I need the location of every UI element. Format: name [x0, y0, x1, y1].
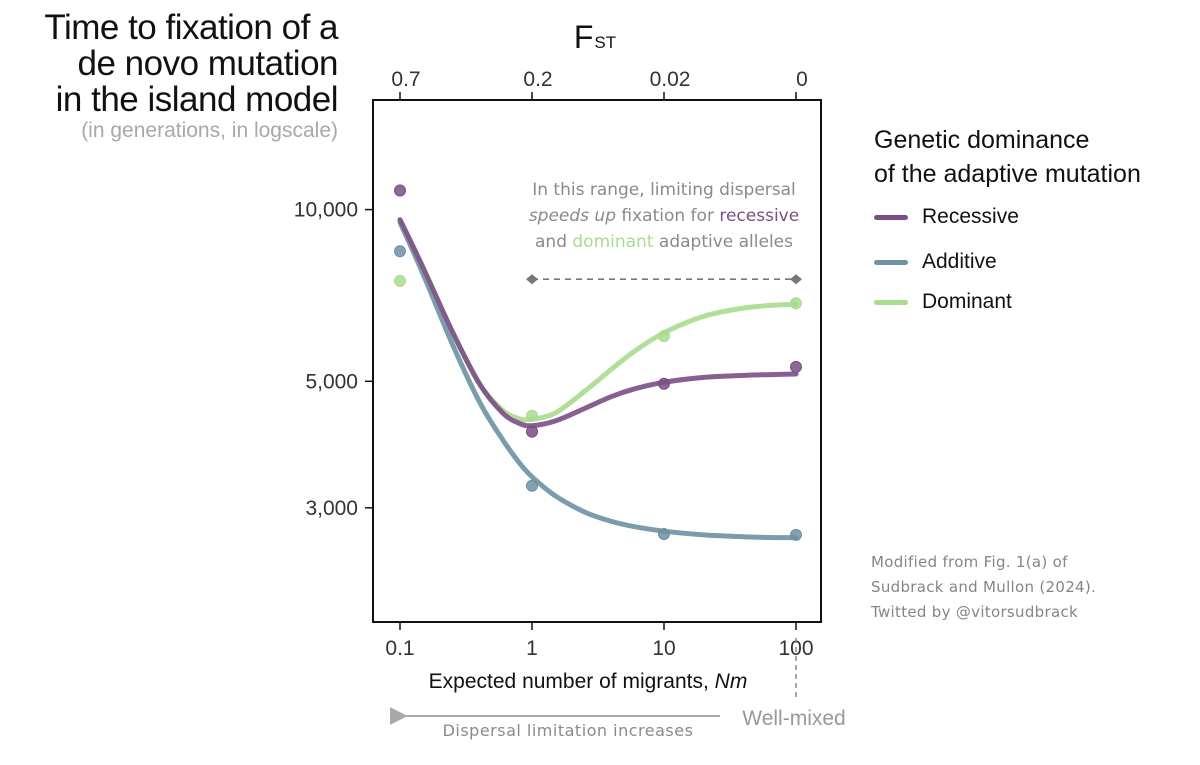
chart-title-line-2: de novo mutation [77, 44, 338, 83]
series-point-dominant-0 [394, 274, 406, 287]
series-point-additive-1 [526, 479, 538, 492]
top-tick-label-1: 0.2 [523, 68, 552, 91]
range-marker-diamond-0 [526, 274, 538, 285]
legend-label-additive: Additive [922, 250, 997, 273]
legend-item-dominant: Dominant [874, 289, 1012, 315]
series-point-recessive-3 [790, 360, 802, 373]
series-point-additive-0 [394, 245, 406, 258]
legend-swatch-dominant [874, 299, 908, 305]
annotation-line-1: In this range, limiting dispersal [532, 180, 796, 200]
x-tick-label-2: 10 [652, 637, 675, 660]
series-point-dominant-3 [790, 297, 802, 310]
x-axis-label: Expected number of migrants, Nm [429, 670, 748, 693]
well-mixed-label: Well-mixed [742, 707, 845, 730]
legend-swatch-recessive [874, 214, 908, 220]
credit-line-3: Twitted by @vitorsudbrack [871, 603, 1078, 621]
series-point-dominant-1 [526, 409, 538, 422]
legend-item-additive: Additive [874, 249, 997, 275]
range-marker [526, 274, 802, 285]
top-axis-title: FST [574, 19, 616, 55]
legend-item-recessive: Recessive [874, 204, 1019, 230]
y-tick-label-1: 5,000 [305, 370, 358, 393]
legend-title-line-1: Genetic dominance [874, 126, 1090, 154]
plot-frame [372, 99, 822, 623]
x-axis: 0.1 1 10 100 [385, 622, 814, 660]
legend-label-dominant: Dominant [922, 290, 1012, 313]
chart-title-line-1: Time to fixation of a [44, 8, 338, 47]
legend-label-recessive: Recessive [922, 205, 1019, 228]
series-line-additive [397, 219, 799, 541]
annotation-line-3: and dominant adaptive alleles [535, 232, 793, 252]
series-line-recessive [397, 217, 799, 429]
series-point-recessive-1 [526, 425, 538, 438]
range-marker-diamond-1 [790, 274, 802, 285]
legend-swatch-additive [874, 259, 908, 265]
legend-title-line-2: of the adaptive mutation [874, 160, 1141, 188]
top-tick-label-2: 0.02 [650, 68, 691, 91]
x-tick-label-1: 1 [526, 637, 538, 660]
credit-line-2: Sudbrack and Mullon (2024). [871, 578, 1097, 596]
chart-title-line-3: in the island model [55, 80, 339, 119]
series-point-additive-2 [658, 527, 670, 540]
credit-line-1: Modified from Fig. 1(a) of [871, 553, 1068, 571]
series-layer [394, 184, 802, 541]
dispersal-arrow-label: Dispersal limitation increases [443, 721, 694, 740]
top-tick-label-0: 0.7 [391, 68, 420, 91]
series-point-recessive-0 [394, 184, 406, 197]
top-axis: 0.7 0.2 0.02 0 [391, 68, 808, 100]
y-tick-label-0: 3,000 [305, 497, 358, 520]
series-point-additive-3 [790, 528, 802, 541]
series-point-dominant-2 [658, 330, 670, 343]
x-tick-label-0: 0.1 [385, 637, 414, 660]
top-tick-label-3: 0 [796, 68, 808, 91]
y-tick-label-2: 10,000 [294, 199, 358, 222]
chart-subtitle: (in generations, in logscale) [81, 119, 338, 142]
annotation-line-2: speeds up fixation for recessive [529, 206, 799, 226]
series-point-recessive-2 [658, 377, 670, 390]
y-axis: 3,000 5,000 10,000 [294, 199, 373, 520]
